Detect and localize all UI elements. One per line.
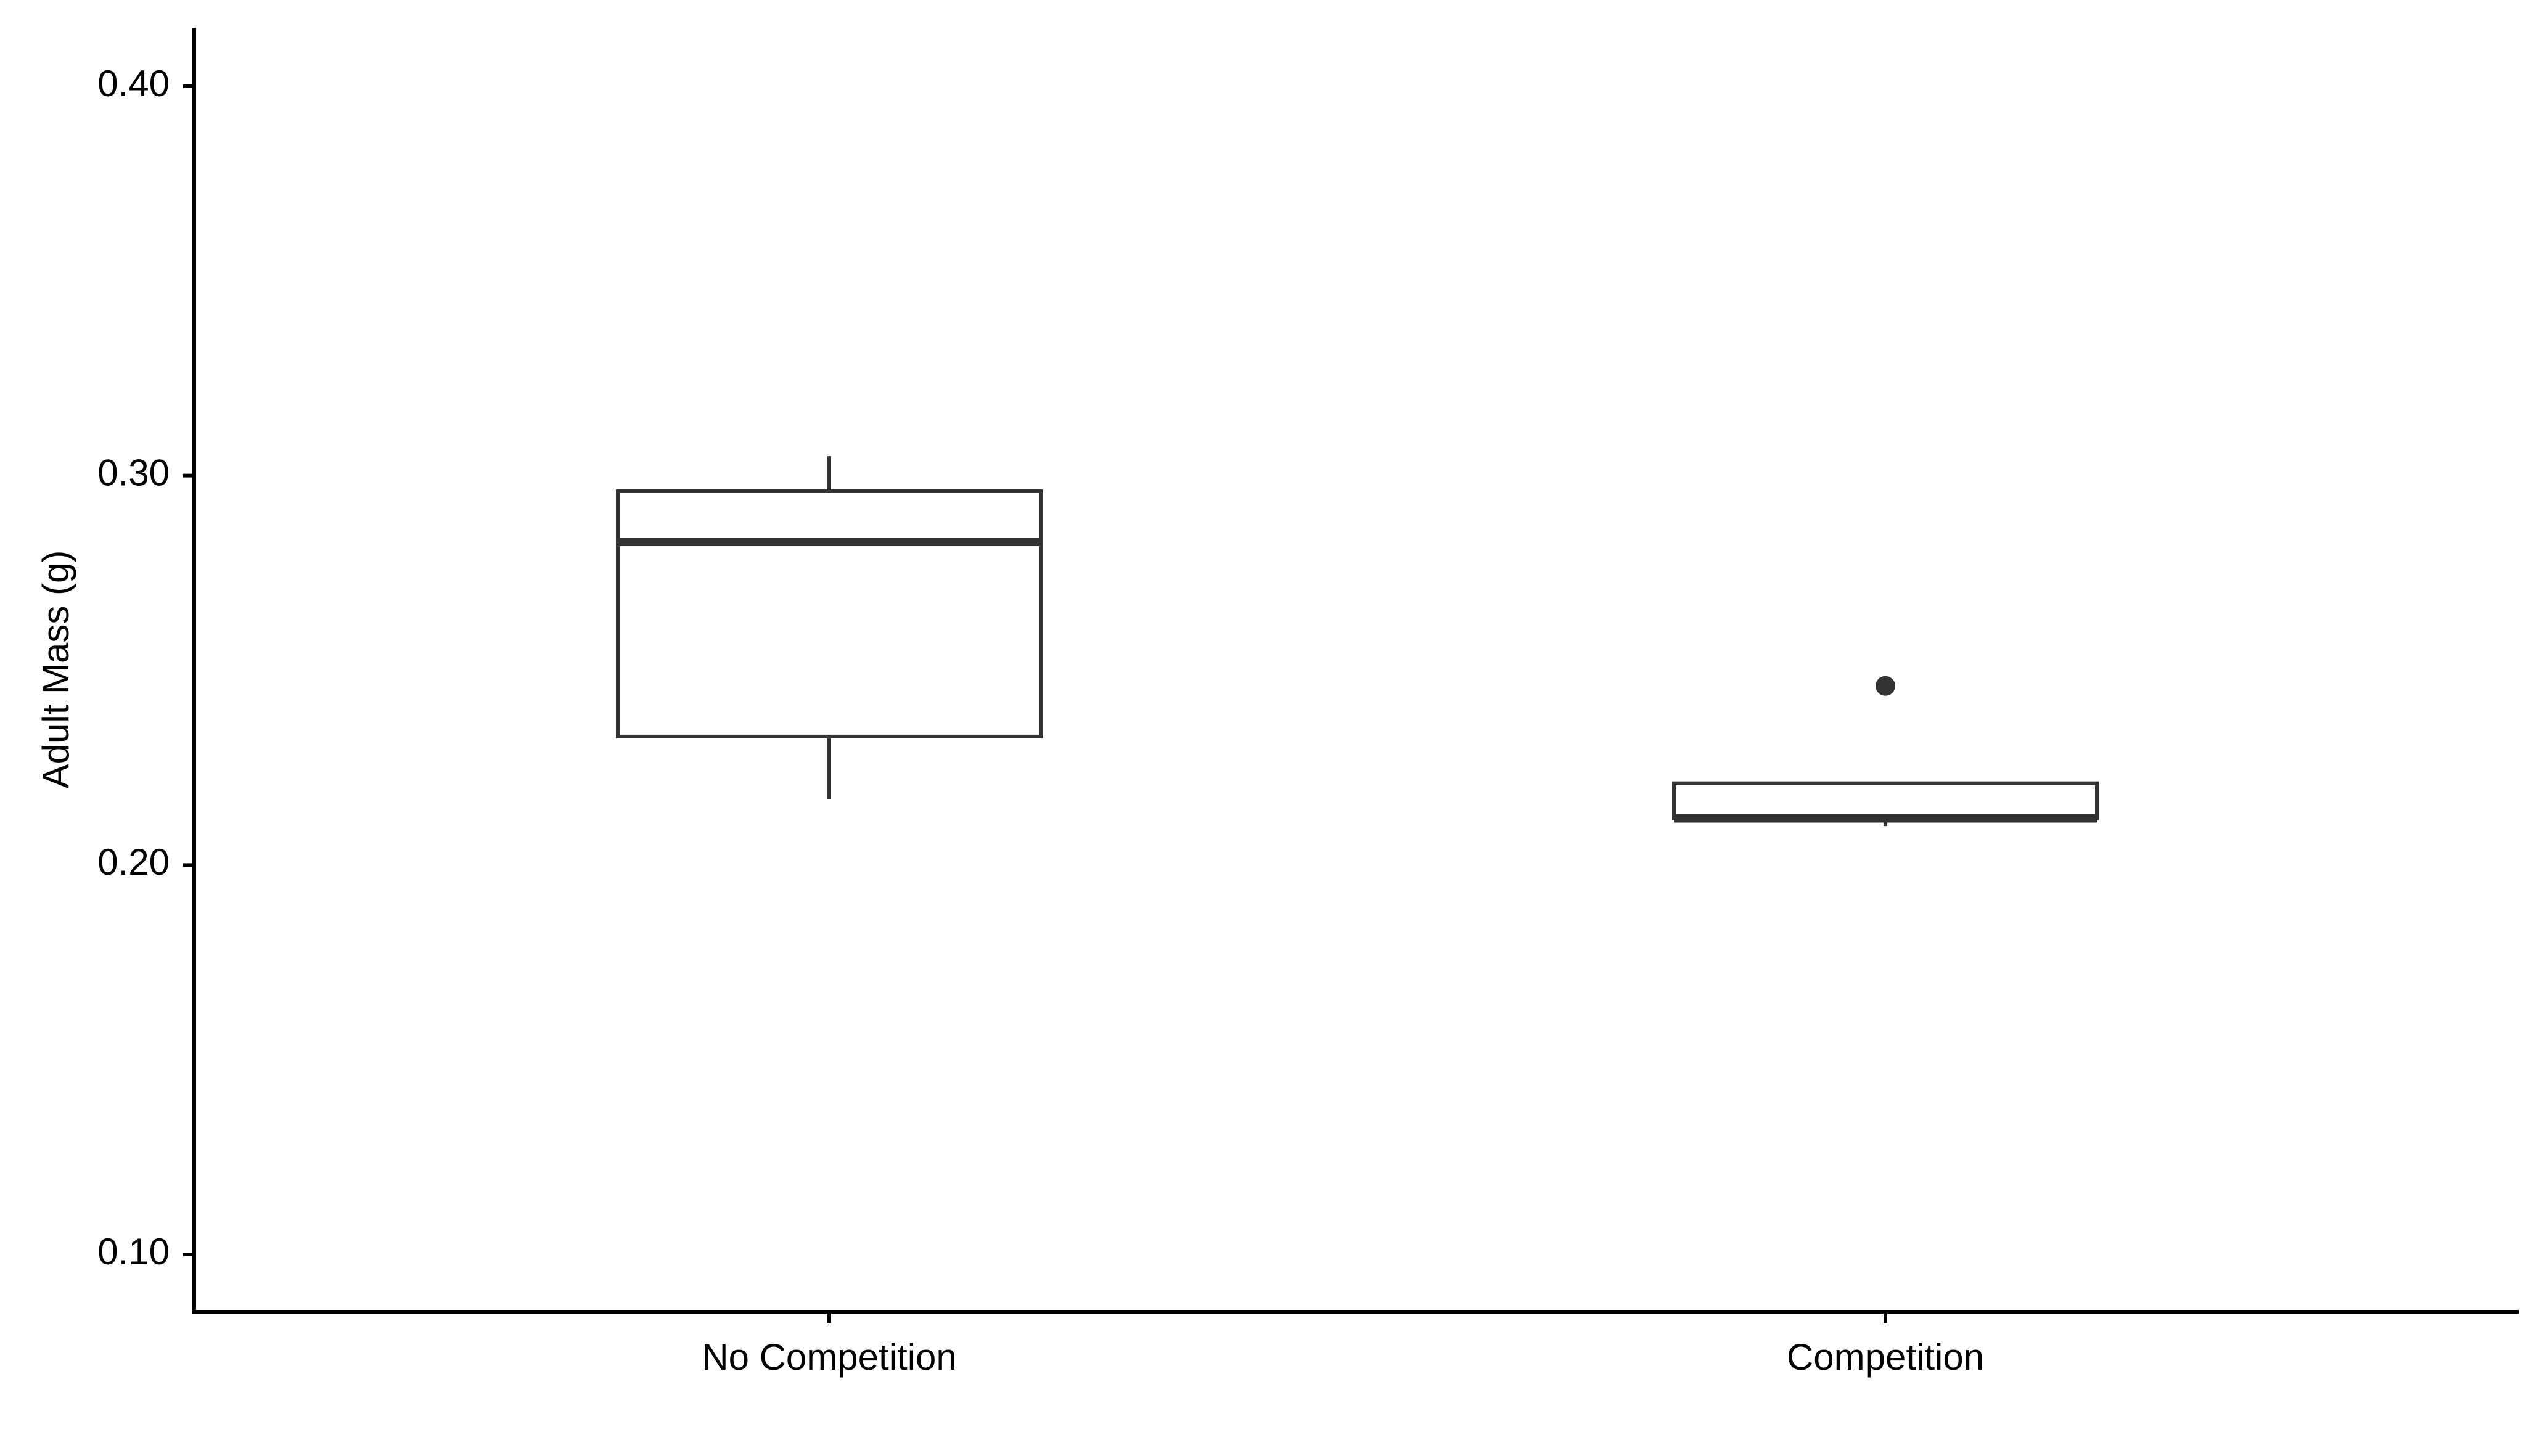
x-tick-label: No Competition [702,1336,957,1378]
box-group [616,456,1043,799]
y-axis-title: Adult Mass (g) [35,550,76,789]
iqr-box [616,489,1043,738]
plot-area [616,456,2099,827]
x-tick-label: Competition [1787,1336,1984,1378]
axes [192,28,2519,1314]
y-tick-label: 0.10 [97,1231,170,1272]
y-ticks: 0.10 0.20 0.30 0.40 [97,63,194,1272]
y-tick-label: 0.30 [97,452,170,494]
iqr-box [1672,781,2099,820]
box-group [1672,676,2099,827]
x-ticks: No Competition Competition [702,1312,1984,1378]
y-tick-label: 0.40 [97,63,170,104]
outlier-point [1876,676,1895,696]
y-tick-label: 0.20 [97,841,170,883]
